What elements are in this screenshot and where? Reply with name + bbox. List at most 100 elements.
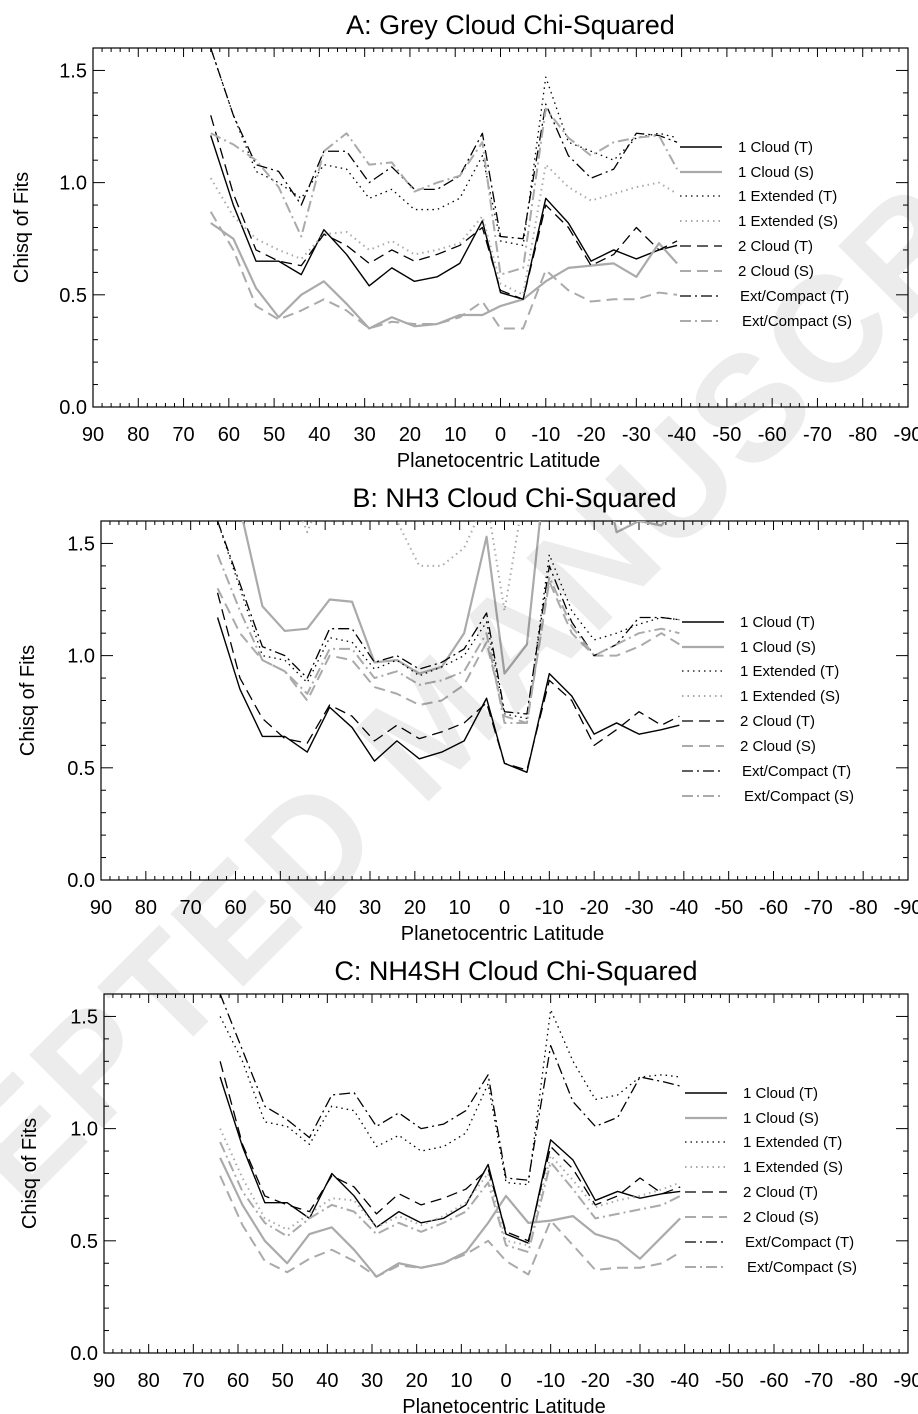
x-tick-label: -90 bbox=[894, 424, 918, 446]
series-group bbox=[219, 994, 681, 1278]
series-line-4 bbox=[301, 521, 521, 612]
x-tick-label: -80 bbox=[848, 424, 877, 446]
legend-label: 1 Extended (S) bbox=[738, 213, 838, 230]
series-line-8 bbox=[210, 107, 678, 276]
x-tick-label: -30 bbox=[625, 897, 654, 919]
legend-label: Ext/Compact (S) bbox=[747, 1259, 857, 1276]
x-tick-label: -80 bbox=[849, 897, 878, 919]
series-line-2 bbox=[210, 222, 678, 330]
legend-label: 2 Cloud (S) bbox=[740, 738, 816, 755]
series-line-1 bbox=[219, 1076, 681, 1244]
series-line-7 bbox=[216, 521, 680, 715]
y-axis-label: Chisq of Fits bbox=[19, 1118, 41, 1229]
legend-label: 2 Cloud (T) bbox=[740, 713, 815, 730]
x-tick-label: -50 bbox=[714, 897, 743, 919]
x-tick-label: 20 bbox=[406, 1370, 428, 1392]
legend: 1 Cloud (T) 1 Cloud (S) 1 Extended (T) 1 Ex… bbox=[682, 614, 854, 805]
x-tick-label: -60 bbox=[759, 897, 788, 919]
legend-label: Ext/Compact (T) bbox=[745, 1234, 854, 1251]
x-tick-label: 40 bbox=[314, 897, 336, 919]
x-tick-label: 50 bbox=[263, 424, 285, 446]
series-line-7 bbox=[219, 994, 681, 1181]
legend-label: 1 Cloud (T) bbox=[743, 1085, 818, 1102]
legend-label: 1 Cloud (S) bbox=[740, 639, 816, 656]
x-tick-label: -40 bbox=[670, 1370, 699, 1392]
y-tick-label: 1.0 bbox=[70, 1119, 98, 1141]
legend-label: Ext/Compact (T) bbox=[740, 288, 849, 305]
x-tick-label: -80 bbox=[849, 1370, 878, 1392]
x-tick-label: -20 bbox=[581, 1370, 610, 1392]
x-tick-label: -20 bbox=[580, 897, 609, 919]
x-axis-label: Planetocentric Latitude bbox=[401, 923, 604, 945]
x-tick-label: 50 bbox=[269, 897, 291, 919]
x-tick-label: 80 bbox=[138, 1370, 160, 1392]
x-tick-label: 70 bbox=[182, 1370, 204, 1392]
y-tick-label: 1.0 bbox=[67, 646, 95, 668]
x-tick-label: 0 bbox=[500, 1370, 511, 1392]
legend-label: 1 Cloud (S) bbox=[743, 1110, 819, 1127]
panel-title: A: Grey Cloud Chi-Squared bbox=[346, 10, 675, 40]
x-tick-label: -60 bbox=[758, 424, 787, 446]
x-tick-label: 10 bbox=[450, 1370, 472, 1392]
x-tick-label: -10 bbox=[531, 424, 560, 446]
x-tick-label: 0 bbox=[499, 897, 510, 919]
series-line-6 bbox=[209, 211, 678, 330]
series-line-6 bbox=[219, 1175, 681, 1278]
series-line-8 bbox=[216, 554, 680, 724]
legend-label: 1 Cloud (T) bbox=[740, 614, 815, 631]
series-line-7 bbox=[210, 48, 678, 240]
legend-label: Ext/Compact (S) bbox=[742, 313, 852, 330]
x-tick-label: 0 bbox=[495, 424, 506, 446]
series-line-3 bbox=[216, 521, 680, 720]
legend-label: 2 Cloud (T) bbox=[743, 1184, 818, 1201]
series-group bbox=[216, 521, 680, 773]
series-line-3 bbox=[219, 1009, 681, 1186]
x-tick-label: 80 bbox=[135, 897, 157, 919]
legend: 1 Cloud (T) 1 Cloud (S) 1 Extended (T) 1 Ex… bbox=[685, 1085, 857, 1276]
x-tick-label: 60 bbox=[227, 1370, 249, 1392]
series-line-8 bbox=[219, 1141, 681, 1254]
panel-b: B: NH3 Cloud Chi-Squared 90 80 70 60 50 40 30 20… bbox=[17, 483, 918, 945]
x-tick-label: 50 bbox=[272, 1370, 294, 1392]
x-tick-label: -40 bbox=[667, 424, 696, 446]
x-tick-label: 10 bbox=[444, 424, 466, 446]
y-tick-label: 1.0 bbox=[59, 173, 87, 195]
x-tick-label: -70 bbox=[804, 897, 833, 919]
legend-label: 1 Extended (S) bbox=[743, 1159, 843, 1176]
x-tick-label: 10 bbox=[449, 897, 471, 919]
y-tick-label: 0.5 bbox=[70, 1231, 98, 1253]
x-tick-label: -40 bbox=[669, 897, 698, 919]
series-line-5 bbox=[210, 115, 678, 300]
x-tick-label: -90 bbox=[894, 1370, 918, 1392]
x-tick-label: 90 bbox=[90, 897, 112, 919]
legend-label: Ext/Compact (S) bbox=[744, 788, 854, 805]
x-tick-label: -30 bbox=[622, 424, 651, 446]
x-tick-label: -20 bbox=[577, 424, 606, 446]
panel-title: B: NH3 Cloud Chi-Squared bbox=[352, 483, 676, 513]
x-tick-label: 20 bbox=[404, 897, 426, 919]
series-line-2 bbox=[241, 521, 667, 675]
x-tick-label: -60 bbox=[760, 1370, 789, 1392]
series-line-6 bbox=[216, 580, 680, 724]
x-tick-label: -50 bbox=[712, 424, 741, 446]
x-tick-label: -70 bbox=[804, 1370, 833, 1392]
y-tick-label: 1.5 bbox=[59, 60, 87, 82]
x-tick-label: 80 bbox=[127, 424, 149, 446]
y-tick-label: 0.0 bbox=[59, 397, 87, 419]
legend-label: 1 Extended (S) bbox=[740, 688, 840, 705]
series-line-1 bbox=[210, 135, 678, 300]
series-line-1 bbox=[216, 617, 680, 773]
x-tick-label: 90 bbox=[93, 1370, 115, 1392]
legend-label: Ext/Compact (T) bbox=[742, 763, 851, 780]
panel-title: C: NH4SH Cloud Chi-Squared bbox=[334, 956, 697, 986]
x-tick-label: -30 bbox=[626, 1370, 655, 1392]
x-tick-label: 40 bbox=[316, 1370, 338, 1392]
legend-label: 2 Cloud (S) bbox=[743, 1209, 819, 1226]
x-tick-label: 60 bbox=[224, 897, 246, 919]
x-tick-label: 20 bbox=[399, 424, 421, 446]
y-axis-label: Chisq of Fits bbox=[11, 172, 33, 283]
x-tick-label: 30 bbox=[359, 897, 381, 919]
legend: 1 Cloud (T) 1 Cloud (S) 1 Extended (T) 1 Ex… bbox=[680, 139, 852, 330]
legend-label: 1 Cloud (T) bbox=[738, 139, 813, 156]
